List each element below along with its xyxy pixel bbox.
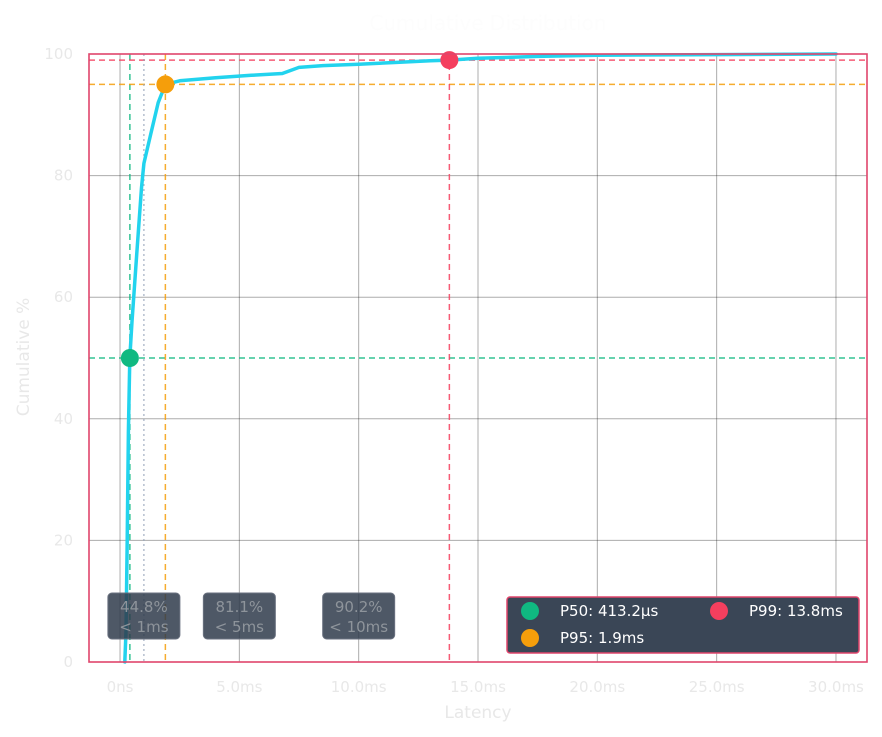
y-tick-label: 60 <box>54 288 73 306</box>
x-tick-label: 25.0ms <box>689 678 745 696</box>
legend-box <box>506 596 860 654</box>
x-tick-labels: 0ns 5.0ms 10.0ms 15.0ms 20.0ms 25.0ms 30.0ms <box>107 678 864 696</box>
legend-label-p50: P50: 413.2µs <box>560 602 658 620</box>
chart-title: Cumulative Distribution <box>369 11 606 35</box>
legend-label-p95: P95: 1.9ms <box>560 629 644 647</box>
annotation-threshold: < 5ms <box>215 618 264 636</box>
annotation-box <box>202 592 276 640</box>
x-tick-label: 10.0ms <box>331 678 387 696</box>
cdf-line <box>123 52 838 664</box>
threshold-annotations: 44.8% < 1ms 81.1% < 5ms 90.2% < 10ms <box>107 592 396 640</box>
y-tick-label: 80 <box>54 167 73 185</box>
y-tick-labels: 0 20 40 60 80 100 <box>44 45 73 671</box>
annotation-value: 44.8% <box>120 598 168 616</box>
p99-marker <box>440 51 459 70</box>
p50-marker <box>120 349 139 367</box>
x-tick-label: 20.0ms <box>569 678 625 696</box>
annotation-value: 81.1% <box>216 598 264 616</box>
p95-marker <box>156 75 175 94</box>
x-tick-label: 30.0ms <box>808 678 864 696</box>
legend: P50: 413.2µs P95: 1.9ms P99: 13.8ms <box>506 596 860 654</box>
legend-label-p99: P99: 13.8ms <box>749 602 843 620</box>
x-tick-label: 15.0ms <box>450 678 506 696</box>
plot-frame <box>88 53 868 663</box>
x-axis-label: Latency <box>444 703 511 723</box>
annotation-value: 90.2% <box>335 598 383 616</box>
annotation-box <box>322 592 396 640</box>
legend-swatch-p99 <box>710 602 728 620</box>
annotation-threshold: < 1ms <box>119 618 168 636</box>
legend-swatch-p50 <box>521 602 539 620</box>
y-tick-label: 20 <box>54 531 73 549</box>
y-axis-label: Cumulative % <box>14 298 34 417</box>
annotation-threshold: < 10ms <box>329 618 388 636</box>
annotation-box <box>107 592 181 640</box>
legend-swatch-p95 <box>521 629 539 647</box>
x-tick-label: 0ns <box>107 678 134 696</box>
percentile-markers <box>120 51 459 367</box>
y-tick-label: 40 <box>54 410 73 428</box>
y-tick-label: 0 <box>63 653 73 671</box>
series-layer <box>123 52 838 664</box>
y-tick-label: 100 <box>44 45 73 63</box>
x-tick-label: 5.0ms <box>216 678 262 696</box>
